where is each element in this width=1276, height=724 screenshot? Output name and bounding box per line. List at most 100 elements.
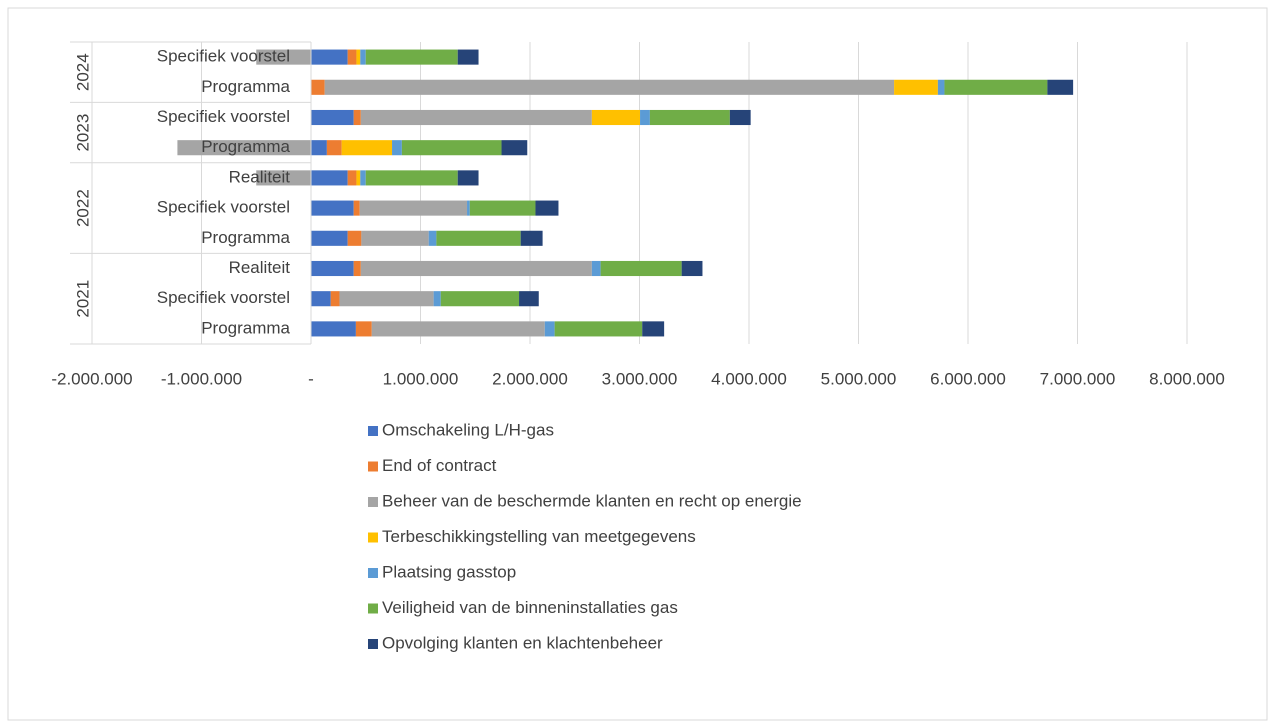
bar-segment [311,49,348,65]
x-tick-label: 2.000.000 [492,369,568,388]
legend-swatch [368,603,378,614]
bar-segment [365,170,458,186]
bar-segment [353,260,361,277]
bar-segment [469,200,536,216]
bar-segment [311,140,327,156]
group-label: 2022 [73,189,92,227]
bar-segment [1047,79,1074,95]
category-label: Realiteit [229,167,291,186]
bar-segment [440,291,520,307]
bar-segment [433,291,441,307]
bar-segment [353,200,360,216]
bar-segment [360,109,592,126]
bar-segment [457,49,479,65]
bar-segment [642,321,665,337]
bar-segment [311,109,354,126]
bar-segment [360,260,592,277]
bar-segment [535,200,559,216]
category-label: Programma [201,137,290,156]
category-label: Specifiek voorstel [157,47,290,66]
x-tick-label: 1.000.000 [383,369,459,388]
legend-swatch [368,639,378,649]
legend-label: Omschakeling L/H-gas [382,420,554,439]
category-label: Specifiek voorstel [157,198,290,217]
bar-segment [311,200,354,216]
legend-label: Opvolging klanten en klachtenbeheer [382,633,663,652]
category-label: Specifiek voorstel [157,288,290,307]
bar-segment [944,79,1048,95]
x-tick-label: 5.000.000 [821,369,897,388]
bar-segment [324,79,895,95]
bar-segment [361,230,429,246]
bar-segment [501,140,528,156]
category-label: Programma [201,228,290,247]
legend-label: Plaatsing gasstop [382,562,516,581]
bar-segment [392,140,402,156]
bar-segment [256,170,311,186]
category-label: Realiteit [229,258,291,277]
bar-segment [330,291,340,307]
bar-segment [359,200,468,216]
legend-swatch [368,532,378,543]
x-tick-label: -2.000.000 [51,369,132,388]
category-label: Specifiek voorstel [157,107,290,126]
bar-segment [353,109,361,126]
bar-segment [436,230,521,246]
bar-segment [457,170,479,186]
bar-segment [519,291,539,307]
bar-segment [339,291,434,307]
bar-segment [591,109,641,126]
bar-segment [649,109,730,126]
bar-segment [600,260,682,277]
bar-segment [311,79,325,95]
bar-segment [311,321,356,337]
bar-segment [681,260,703,277]
legend-label: Veiligheid van de binneninstallaties gas [382,598,678,617]
group-label: 2021 [73,280,92,318]
bar-segment [311,260,354,277]
bar-segment [467,200,470,216]
bar-segment [554,321,643,337]
bar-segment [341,140,393,156]
bar-segment [520,230,543,246]
bar-segment [428,230,437,246]
legend-swatch [368,497,378,507]
bar-segment [355,321,372,337]
bar-segment [640,109,650,126]
bar-segment [326,140,342,156]
x-tick-label: 6.000.000 [930,369,1006,388]
bar-segment [356,170,361,186]
bar-segment [894,79,938,95]
chart-frame [7,7,1268,721]
bar-segment [544,321,555,337]
x-tick-label: -1.000.000 [161,369,242,388]
bar-segment [177,140,311,156]
bar-segment [371,321,545,337]
bar-segment [311,291,331,307]
x-tick-label: 4.000.000 [711,369,787,388]
bar-segment [360,49,366,65]
x-tick-label: 7.000.000 [1040,369,1116,388]
bar-segment [347,170,357,186]
x-tick-label: - [308,369,314,388]
x-tick-label: 3.000.000 [602,369,678,388]
legend-label: End of contract [382,456,497,475]
legend-swatch [368,568,378,578]
category-label: Programma [201,318,290,337]
legend-swatch [368,426,378,436]
group-label: 2023 [73,114,92,152]
group-label: 2024 [73,53,92,91]
bar-segment [356,49,361,65]
bar-segment [401,140,502,156]
bar-segment [311,230,348,246]
legend-label: Beheer van de beschermde klanten en rech… [382,491,802,510]
category-label: Programma [201,77,290,96]
bar-segment [347,49,357,65]
x-tick-label: 8.000.000 [1149,369,1225,388]
bar-segment [256,49,311,65]
bar-segment [937,79,945,95]
bar-segment [347,230,362,246]
bar-segment [311,170,348,186]
bar-segment [729,109,751,126]
